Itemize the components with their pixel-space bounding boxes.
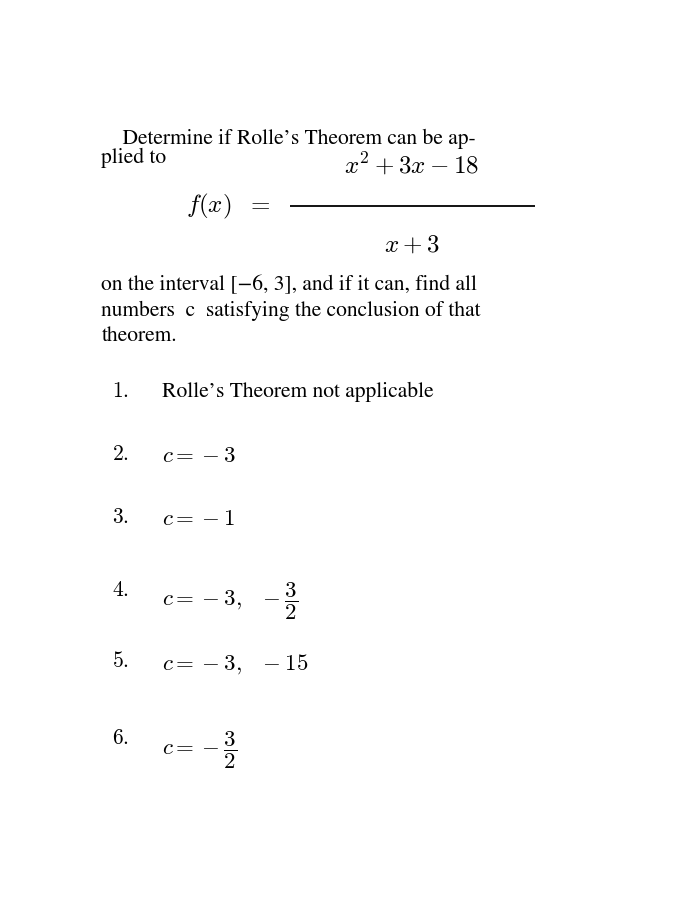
Text: $\mathbf{6.}$: $\mathbf{6.}$ — [112, 729, 129, 750]
Text: theorem.: theorem. — [101, 326, 177, 347]
Text: on the interval [−6, 3], and if it can, find all: on the interval [−6, 3], and if it can, … — [101, 276, 477, 295]
Text: $c  =  -1$: $c = -1$ — [162, 508, 235, 529]
Text: $f(x)\ \ =$: $f(x)\ \ =$ — [186, 192, 271, 221]
Text: Rolle’s Theorem not applicable: Rolle’s Theorem not applicable — [162, 382, 434, 402]
Text: $c  =  -3$: $c = -3$ — [162, 445, 237, 467]
Text: $\mathbf{1.}$: $\mathbf{1.}$ — [112, 382, 129, 402]
Text: $x + 3$: $x + 3$ — [384, 233, 439, 257]
Text: $\mathbf{5.}$: $\mathbf{5.}$ — [112, 653, 129, 672]
Text: $\mathbf{3.}$: $\mathbf{3.}$ — [112, 508, 129, 528]
Text: $c = -\dfrac{3}{2}$: $c = -\dfrac{3}{2}$ — [162, 729, 237, 771]
Text: $c = -3,\ \ -\dfrac{3}{2}$: $c = -3,\ \ -\dfrac{3}{2}$ — [162, 582, 298, 622]
Text: plied to: plied to — [101, 148, 166, 168]
Text: numbers  c  satisfying the conclusion of that: numbers c satisfying the conclusion of t… — [101, 301, 481, 321]
Text: $\mathbf{4.}$: $\mathbf{4.}$ — [112, 582, 129, 601]
Text: Determine if Rolle’s Theorem can be ap-: Determine if Rolle’s Theorem can be ap- — [101, 128, 476, 148]
Text: $\mathbf{2.}$: $\mathbf{2.}$ — [112, 445, 129, 466]
Text: $x^2 + 3x - 18$: $x^2 + 3x - 18$ — [344, 153, 479, 180]
Text: $c  =  -3,\ \ -15$: $c = -3,\ \ -15$ — [162, 653, 308, 676]
